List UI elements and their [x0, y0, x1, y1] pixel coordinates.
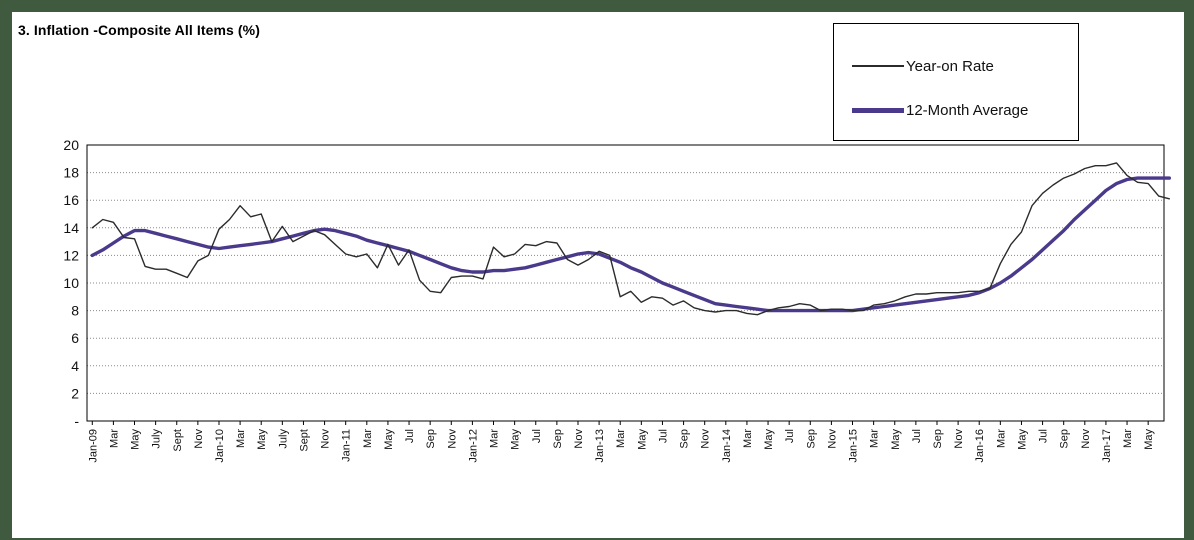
x-tick-label: Sep	[805, 429, 817, 449]
x-tick-label: May	[636, 429, 648, 450]
x-tick-label: July	[277, 429, 289, 449]
x-tick-label: Jan-12	[467, 429, 479, 463]
x-tick-label: Jul	[531, 429, 543, 443]
x-tick-label: Jan-16	[974, 429, 986, 463]
legend-label-12-month-average: 12-Month Average	[906, 101, 1029, 119]
x-tick-label: Sep	[932, 429, 944, 449]
x-tick-label: Mar	[615, 429, 627, 448]
x-tick-label: Mar	[1122, 429, 1134, 448]
x-tick-label: May	[256, 429, 268, 450]
chart-title: 3. Inflation -Composite All Items (%)	[18, 22, 260, 38]
x-tick-label: Jan-17	[1101, 429, 1113, 463]
x-tick-label: Sept	[172, 429, 184, 452]
y-tick-label: 4	[71, 358, 79, 374]
x-tick-label: Sep	[552, 429, 564, 449]
line-chart: - 2 4 6 8 10 12 14 16 18 20 Jan-09 Mar May July Sept Nov…	[63, 137, 1171, 463]
y-tick-label: 2	[71, 385, 79, 401]
x-tick-label: May	[1016, 429, 1028, 450]
x-tick-label: Mar	[108, 429, 120, 448]
chart-legend: Year-on Rate 12-Month Average	[833, 23, 1079, 141]
y-tick-label: 18	[63, 165, 79, 181]
y-tick-label: 6	[71, 330, 79, 346]
x-tick-label: Jan-11	[341, 429, 353, 462]
x-tick-label: Jul	[784, 429, 796, 443]
x-tick-label: Sep	[425, 429, 437, 449]
y-tick-label: 12	[63, 247, 79, 263]
x-tick-label: Sept	[298, 429, 310, 452]
x-tick-label: July	[151, 429, 163, 449]
x-tick-label: May	[1143, 429, 1155, 450]
legend-swatch-12-month-average	[852, 107, 904, 113]
plot-border	[86, 144, 1165, 422]
x-tick-label: Jan-15	[848, 429, 860, 463]
x-tick-label: Nov	[826, 429, 838, 449]
y-tick-label: 14	[63, 220, 79, 236]
x-tick-label: Jan-09	[87, 429, 99, 463]
y-tick-label: -	[74, 413, 79, 429]
x-tick-label: May	[510, 429, 522, 450]
x-tick-label: Jul	[911, 429, 923, 443]
x-tick-label: Sep	[679, 429, 691, 449]
x-tick-label: Jul	[404, 429, 416, 443]
chart-frame: 3. Inflation -Composite All Items (%) - 2…	[12, 12, 1184, 538]
x-tick-label: Nov	[573, 429, 585, 449]
x-tick-label: Mar	[235, 429, 247, 448]
x-tick-label: May	[890, 429, 902, 450]
y-tick-label: 20	[63, 137, 79, 153]
x-tick-label: Nov	[953, 429, 965, 449]
x-tick-label: Nov	[700, 429, 712, 449]
legend-label-year-on-rate: Year-on Rate	[906, 57, 994, 75]
y-tick-label: 8	[71, 303, 79, 319]
x-tick-label: Mar	[489, 429, 501, 448]
x-tick-label: Jan-13	[594, 429, 606, 463]
legend-swatch-year-on-rate	[852, 65, 904, 67]
x-tick-label: May	[130, 429, 142, 450]
x-tick-label: Jul	[1038, 429, 1050, 443]
x-tick-label: Jan-14	[721, 429, 733, 463]
legend-item-year-on-rate: Year-on Rate	[852, 56, 994, 76]
legend-item-12-month-average: 12-Month Average	[852, 100, 1028, 120]
x-tick-label: Jul	[657, 429, 669, 443]
x-tick-label: Mar	[742, 429, 754, 448]
x-tick-label: Sep	[1059, 429, 1071, 449]
x-tick-label: Mar	[995, 429, 1007, 448]
x-tick-label: Nov	[193, 429, 205, 449]
x-tick-label: Mar	[362, 429, 374, 448]
x-tick-label: Nov	[1080, 429, 1092, 449]
x-tick-label: Nov	[446, 429, 458, 449]
x-tick-label: Jan-10	[214, 429, 226, 463]
y-tick-label: 16	[63, 192, 79, 208]
y-tick-label: 10	[63, 275, 79, 291]
x-tick-label: May	[763, 429, 775, 450]
x-tick-label: Nov	[320, 429, 332, 449]
x-tick-label: Mar	[869, 429, 881, 448]
series-line-year-on-rate	[91, 162, 1170, 316]
x-tick-label: May	[383, 429, 395, 450]
